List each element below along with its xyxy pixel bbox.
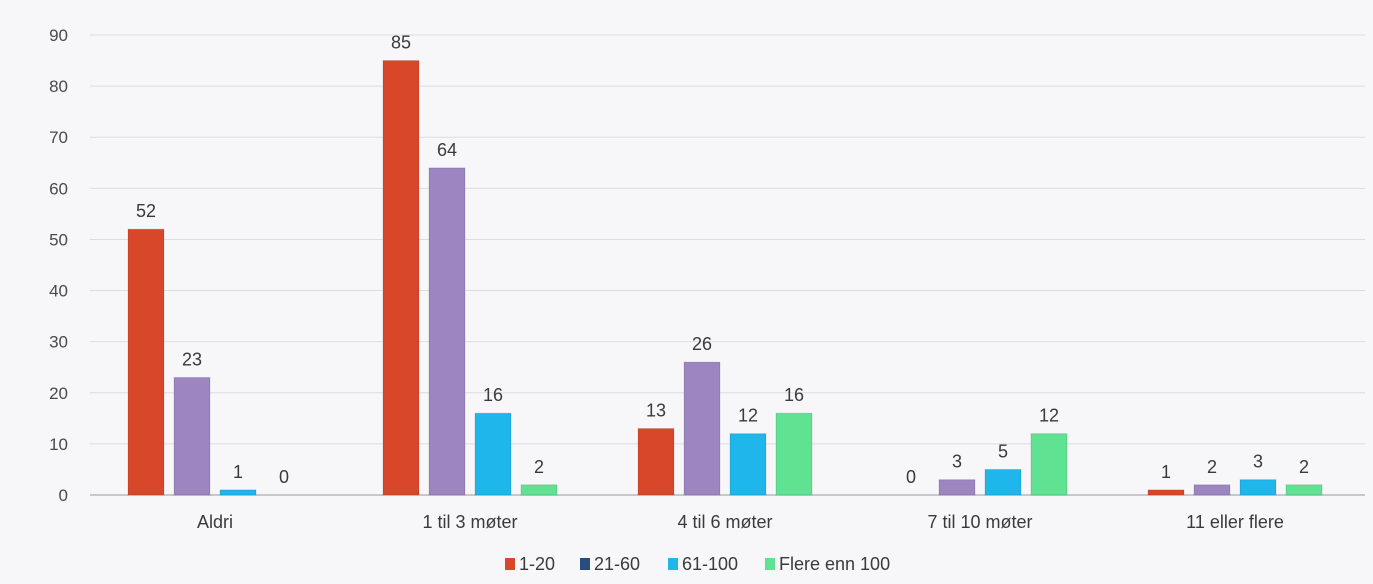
legend-label: Flere enn 100 <box>779 554 890 574</box>
y-tick-label: 90 <box>49 26 68 45</box>
data-label: 0 <box>279 467 289 487</box>
legend-label: 21-60 <box>594 554 640 574</box>
data-label: 2 <box>534 457 544 477</box>
bar-61-100 <box>474 412 512 496</box>
y-axis: 0 10 20 30 40 50 60 70 80 90 <box>49 26 68 505</box>
data-label: 13 <box>646 401 666 421</box>
data-label: 5 <box>998 441 1008 461</box>
data-label: 52 <box>136 201 156 221</box>
data-label: 64 <box>437 140 457 160</box>
y-tick-label: 0 <box>59 486 68 505</box>
x-axis: Aldri 1 til 3 møter 4 til 6 møter 7 til 10 … <box>197 512 1284 532</box>
y-tick-label: 50 <box>49 230 68 249</box>
data-label: 2 <box>1207 457 1217 477</box>
gridlines <box>90 34 1365 496</box>
bar-1-20 <box>382 60 420 496</box>
bar-1-20 <box>637 428 675 496</box>
data-label: 3 <box>1253 452 1263 472</box>
legend-label: 61-100 <box>682 554 738 574</box>
y-tick-label: 20 <box>49 384 68 403</box>
data-label: 12 <box>738 406 758 426</box>
bar-21-60 <box>1193 484 1231 496</box>
bar-61-100 <box>984 468 1022 496</box>
legend-label: 1-20 <box>519 554 555 574</box>
data-label: 12 <box>1039 406 1059 426</box>
y-tick-label: 30 <box>49 333 68 352</box>
bar-61-100 <box>219 489 257 496</box>
data-label: 23 <box>182 349 202 369</box>
x-tick-label: 7 til 10 møter <box>927 512 1032 532</box>
x-tick-label: 11 eller flere <box>1186 512 1284 532</box>
y-tick-label: 40 <box>49 282 68 301</box>
legend-swatch <box>668 558 678 570</box>
data-label: 1 <box>233 462 243 482</box>
y-tick-label: 80 <box>49 77 68 96</box>
bar-1-20 <box>1147 489 1185 496</box>
y-tick-label: 10 <box>49 435 68 454</box>
bar-21-60 <box>938 479 976 496</box>
bar-61-100 <box>1239 479 1277 496</box>
bar-flere-enn-100 <box>520 484 558 496</box>
bar-61-100 <box>729 433 767 496</box>
data-label: 16 <box>483 385 503 405</box>
legend-swatch <box>580 558 590 570</box>
data-label: 26 <box>692 334 712 354</box>
data-label: 85 <box>391 33 411 53</box>
data-label: 0 <box>906 467 916 487</box>
x-tick-label: Aldri <box>197 512 233 532</box>
legend-swatch <box>765 558 775 570</box>
bar-flere-enn-100 <box>1030 433 1068 496</box>
bar-21-60 <box>173 376 211 496</box>
bar-flere-enn-100 <box>1285 484 1323 496</box>
x-tick-label: 4 til 6 møter <box>677 512 772 532</box>
data-label: 3 <box>952 452 962 472</box>
x-tick-label: 1 til 3 møter <box>422 512 517 532</box>
y-tick-label: 70 <box>49 128 68 147</box>
bar-21-60 <box>428 167 466 496</box>
y-tick-label: 60 <box>49 179 68 198</box>
data-label: 2 <box>1299 457 1309 477</box>
legend: 1-20 21-60 61-100 Flere enn 100 <box>505 554 890 574</box>
bars <box>127 60 1323 496</box>
bar-21-60 <box>683 361 721 496</box>
bar-1-20 <box>127 228 165 496</box>
legend-swatch <box>505 558 515 570</box>
bar-flere-enn-100 <box>775 412 813 496</box>
data-label: 16 <box>784 385 804 405</box>
data-label: 1 <box>1161 462 1171 482</box>
